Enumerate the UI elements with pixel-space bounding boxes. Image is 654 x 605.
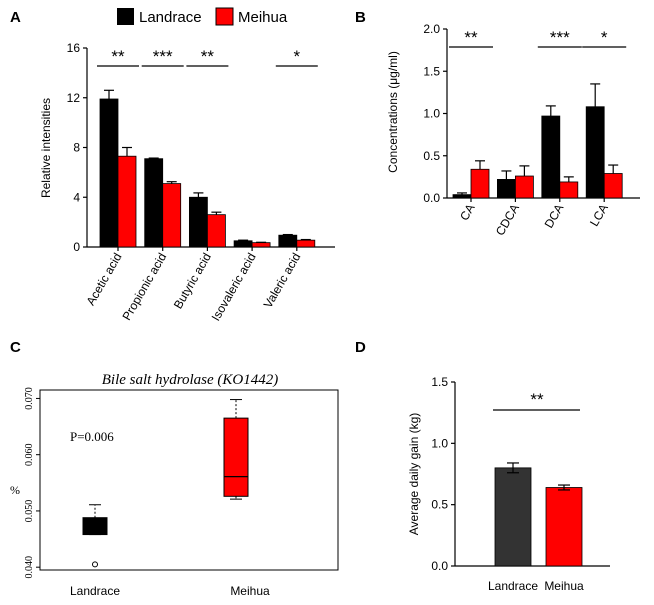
bar-meihua — [117, 155, 137, 248]
chart-d-category-label: Landrace — [488, 579, 538, 593]
chart-c-y-tick-label: 0.050 — [24, 500, 35, 523]
chart-c: Bile salt hydrolase (KO1442) % P=0.006 0… — [10, 372, 339, 598]
bar-landrace — [99, 98, 119, 248]
significance-marker: ** — [464, 28, 478, 47]
panelB-y-tick-label: 1.5 — [423, 64, 440, 78]
legend-label-landrace: Landrace — [139, 9, 202, 26]
bar-meihua — [162, 183, 182, 248]
panelB-y-tick-label: 0.0 — [423, 191, 440, 205]
panelA-y-tick-label: 16 — [67, 41, 81, 55]
chart-b: Concentrations (μg/ml) 0.0 0.5 1.0 1.5 2.0 CA… — [386, 22, 640, 238]
chart-d-category-label: Meihua — [544, 579, 584, 593]
bar-landrace — [188, 196, 208, 248]
chart-a: Relative intensities 0 4 8 12 16 Acetic acidP… — [39, 41, 335, 323]
panelB-category-label: DCA — [542, 202, 567, 231]
chart-d-y-tick-label: 0.5 — [431, 498, 448, 512]
panel-letter-a: A — [10, 9, 21, 26]
bar-landrace — [278, 234, 298, 248]
panelB-category-label: CDCA — [493, 202, 522, 238]
bar-landrace — [496, 179, 516, 199]
chart-c-y-tick-label: 0.060 — [24, 443, 35, 466]
significance-marker: *** — [550, 28, 570, 47]
bar-landrace — [494, 467, 532, 567]
significance-marker: *** — [153, 47, 173, 66]
chart-d-ylabel: Average daily gain (kg) — [407, 413, 421, 536]
panelA-category-label: Valeric acid — [261, 251, 304, 311]
panelA-y-tick-label: 4 — [73, 190, 80, 204]
bar-meihua — [515, 175, 534, 199]
panelB-y-tick-label: 1.0 — [423, 107, 440, 121]
significance-marker: ** — [530, 390, 544, 409]
bar-meihua — [251, 242, 271, 248]
panel-letter-c: C — [10, 339, 21, 356]
panelB-y-tick-label: 0.5 — [423, 149, 440, 163]
bar-meihua — [470, 168, 490, 199]
panelA-category-label: Isovaleric acid — [209, 251, 259, 324]
bar-meihua — [545, 487, 583, 567]
chart-c-category-label: Landrace — [70, 584, 120, 598]
panelA-category-label: Acetic acid — [83, 251, 124, 308]
bar-meihua — [296, 239, 316, 248]
panelB-category-label: LCA — [587, 202, 611, 229]
bar-landrace — [233, 240, 253, 248]
bar-landrace — [452, 194, 472, 199]
chart-c-frame — [39, 389, 339, 571]
bar-meihua — [206, 214, 226, 248]
panel-letter-d: D — [355, 339, 366, 356]
panelA-y-tick-label: 8 — [73, 141, 80, 155]
significance-marker: ** — [201, 47, 215, 66]
chart-d-y-tick-label: 1.5 — [431, 375, 448, 389]
chart-c-y-tick-label: 0.070 — [24, 387, 35, 410]
bar-landrace — [585, 106, 605, 199]
panelA-category-label: Butyric acid — [171, 251, 214, 312]
panelA-y-tick-label: 12 — [67, 91, 81, 105]
chart-a-ylabel: Relative intensities — [39, 98, 53, 198]
bar-meihua — [559, 181, 579, 199]
chart-b-ylabel: Concentrations (μg/ml) — [386, 51, 400, 173]
panelA-category-label: Propionic acid — [119, 251, 169, 323]
bar-landrace — [541, 115, 561, 199]
legend-swatch-meihua — [215, 7, 234, 26]
chart-d: Average daily gain (kg) 0.0 0.5 1.0 1.5 Land… — [407, 375, 610, 593]
significance-marker: ** — [111, 47, 125, 66]
chart-c-y-tick-label: 0.040 — [24, 556, 35, 579]
chart-c-ylabel: % — [10, 483, 20, 497]
legend: Landrace Meihua — [117, 7, 288, 26]
bar-meihua — [603, 173, 623, 199]
chart-c-category-label: Meihua — [230, 584, 270, 598]
chart-c-title: Bile salt hydrolase (KO1442) — [102, 372, 279, 388]
box-landrace — [82, 517, 108, 536]
panelB-y-tick-label: 2.0 — [423, 22, 440, 36]
box-meihua — [223, 417, 249, 497]
legend-label-meihua: Meihua — [238, 9, 288, 26]
panelB-category-label: CA — [457, 202, 477, 223]
panel-letter-b: B — [355, 9, 366, 26]
legend-swatch-landrace — [117, 8, 134, 25]
chart-c-annotation: P=0.006 — [70, 429, 114, 444]
chart-d-y-tick-label: 1.0 — [431, 436, 448, 450]
bar-landrace — [144, 158, 164, 248]
significance-marker: * — [293, 47, 300, 66]
panelA-y-tick-label: 0 — [73, 240, 80, 254]
chart-d-y-tick-label: 0.0 — [431, 559, 448, 573]
box-outlier — [92, 561, 98, 568]
significance-marker: * — [601, 28, 608, 47]
